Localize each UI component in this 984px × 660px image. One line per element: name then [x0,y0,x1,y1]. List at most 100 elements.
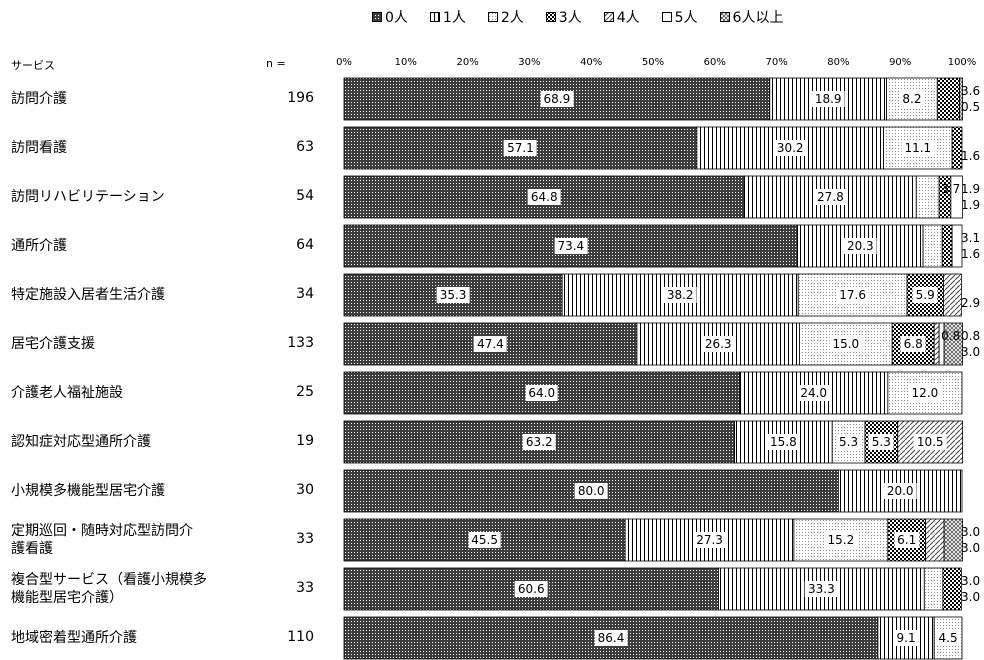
bar-segment [897,420,964,464]
bar-segment [883,126,953,170]
data-label: 27.3 [693,532,726,548]
category-label: 地域密着型通所介護 [11,630,137,646]
x-tick-label: 20% [456,57,479,68]
data-label: 57.1 [504,140,537,156]
data-label: 0.8 [961,329,981,343]
data-label: 3.0 [961,590,981,604]
bars-layer [343,77,964,660]
bar-segment [950,175,964,219]
data-label: 86.4 [594,630,628,646]
legend-swatch-0 [372,12,382,22]
data-label: 5.3 [868,434,894,450]
legend-label-5: 5人 [674,10,698,26]
data-label: 12.0 [908,385,942,401]
category-label: 小規模多機能型居宅介護 [11,483,165,499]
data-label: 5.3 [836,434,862,450]
data-label: 24.0 [797,385,831,401]
data-label: 17.6 [836,287,869,303]
legend-swatch-2 [487,12,498,22]
category-label: 通所介護 [11,238,67,254]
data-label: 10.5 [913,434,947,450]
bar-segment [343,224,799,268]
data-label: 15.2 [824,532,858,548]
data-label: 18.9 [811,91,845,107]
data-label: 6.8 [900,336,926,352]
data-label: 1.9 [961,198,981,212]
x-tick-label: 10% [394,57,417,68]
data-label: 8.2 [899,91,925,107]
category-n: 64 [296,237,314,253]
data-label: 1.9 [961,182,981,196]
data-label: 4.5 [935,630,961,646]
bar-segment [951,224,963,268]
bar-segment [922,224,943,268]
legend-label-4: 4人 [616,10,640,26]
category-n: 110 [287,629,314,645]
bar-segment [959,77,964,121]
data-label: 73.4 [554,238,588,254]
category-n: 196 [287,90,314,106]
category-n: 25 [296,384,314,400]
data-label: 1.6 [961,149,981,163]
data-label: 38.2 [663,287,697,303]
data-label: 15.0 [829,336,863,352]
category-n: 33 [296,580,314,596]
data-label: 35.3 [436,287,470,303]
bar-segment [941,224,953,268]
legend-item-0: 0人 [372,7,408,27]
data-label: 3.0 [961,345,981,359]
data-label: 3.7 [941,182,961,196]
x-tick-label: 70% [765,57,788,68]
data-label: 3.6 [961,84,981,98]
legend-item-1: 1人 [429,7,466,27]
category-n: 34 [296,286,314,302]
category-label: 認知症対応型通所介護 [11,434,151,450]
bar-segment [624,518,795,562]
x-tick-label: 50% [641,57,665,68]
data-label: 20.3 [843,238,877,254]
legend-item-2: 2人 [487,7,524,27]
category-label: 訪問介護 [11,91,67,107]
legend-label-3: 3人 [558,10,582,26]
legend-swatch-3 [545,12,556,22]
data-label: 3.0 [961,525,981,539]
data-label: 3.0 [961,574,981,588]
x-tick-label: 30% [518,57,541,68]
category-label: 居宅介護支援 [11,336,95,352]
bar-segment [951,126,963,170]
legend-label-6: 6人以上 [732,10,784,26]
legend-item-5: 5人 [661,7,698,27]
legend-item-6: 6人以上 [719,7,784,27]
data-label: 80.0 [574,483,608,499]
legend-item-4: 4人 [603,7,640,27]
legend-swatch-4 [603,12,614,22]
bar-segment [343,371,740,415]
category-n: 30 [296,482,314,498]
data-label: 1.6 [961,247,981,261]
data-label: 45.5 [468,532,501,548]
category-label: 訪問リハビリテーション [11,189,165,205]
data-label: 5.9 [912,287,938,303]
category-label: 複合型サービス（看護小規模多 機能型居宅介護） [11,572,207,606]
legend-swatch-6 [719,12,730,22]
data-label: 3.1 [961,231,981,245]
n-header: n = [266,57,286,70]
data-label: 27.8 [814,189,847,205]
legend: 0人 1人 2人 3人 4人 5人 6人以上 [372,6,805,28]
category-label: 定期巡回・随時対応型訪問介 護看護 [11,523,193,557]
data-label: 3.0 [961,541,981,555]
category-label: 介護老人福祉施設 [11,385,123,401]
legend-label-2: 2人 [500,10,524,26]
data-label: 64.8 [527,189,561,205]
x-tick-label: 0% [336,57,352,68]
x-tick-label: 80% [827,57,850,68]
category-n: 33 [296,531,314,547]
service-header: サービス [11,59,55,72]
data-label: 0.5 [961,100,981,114]
data-label: 11.1 [901,140,935,156]
x-tick-label: 90% [889,57,912,68]
category-n: 19 [296,433,314,449]
bar-segment [925,518,945,562]
data-label: 30.2 [773,140,807,156]
